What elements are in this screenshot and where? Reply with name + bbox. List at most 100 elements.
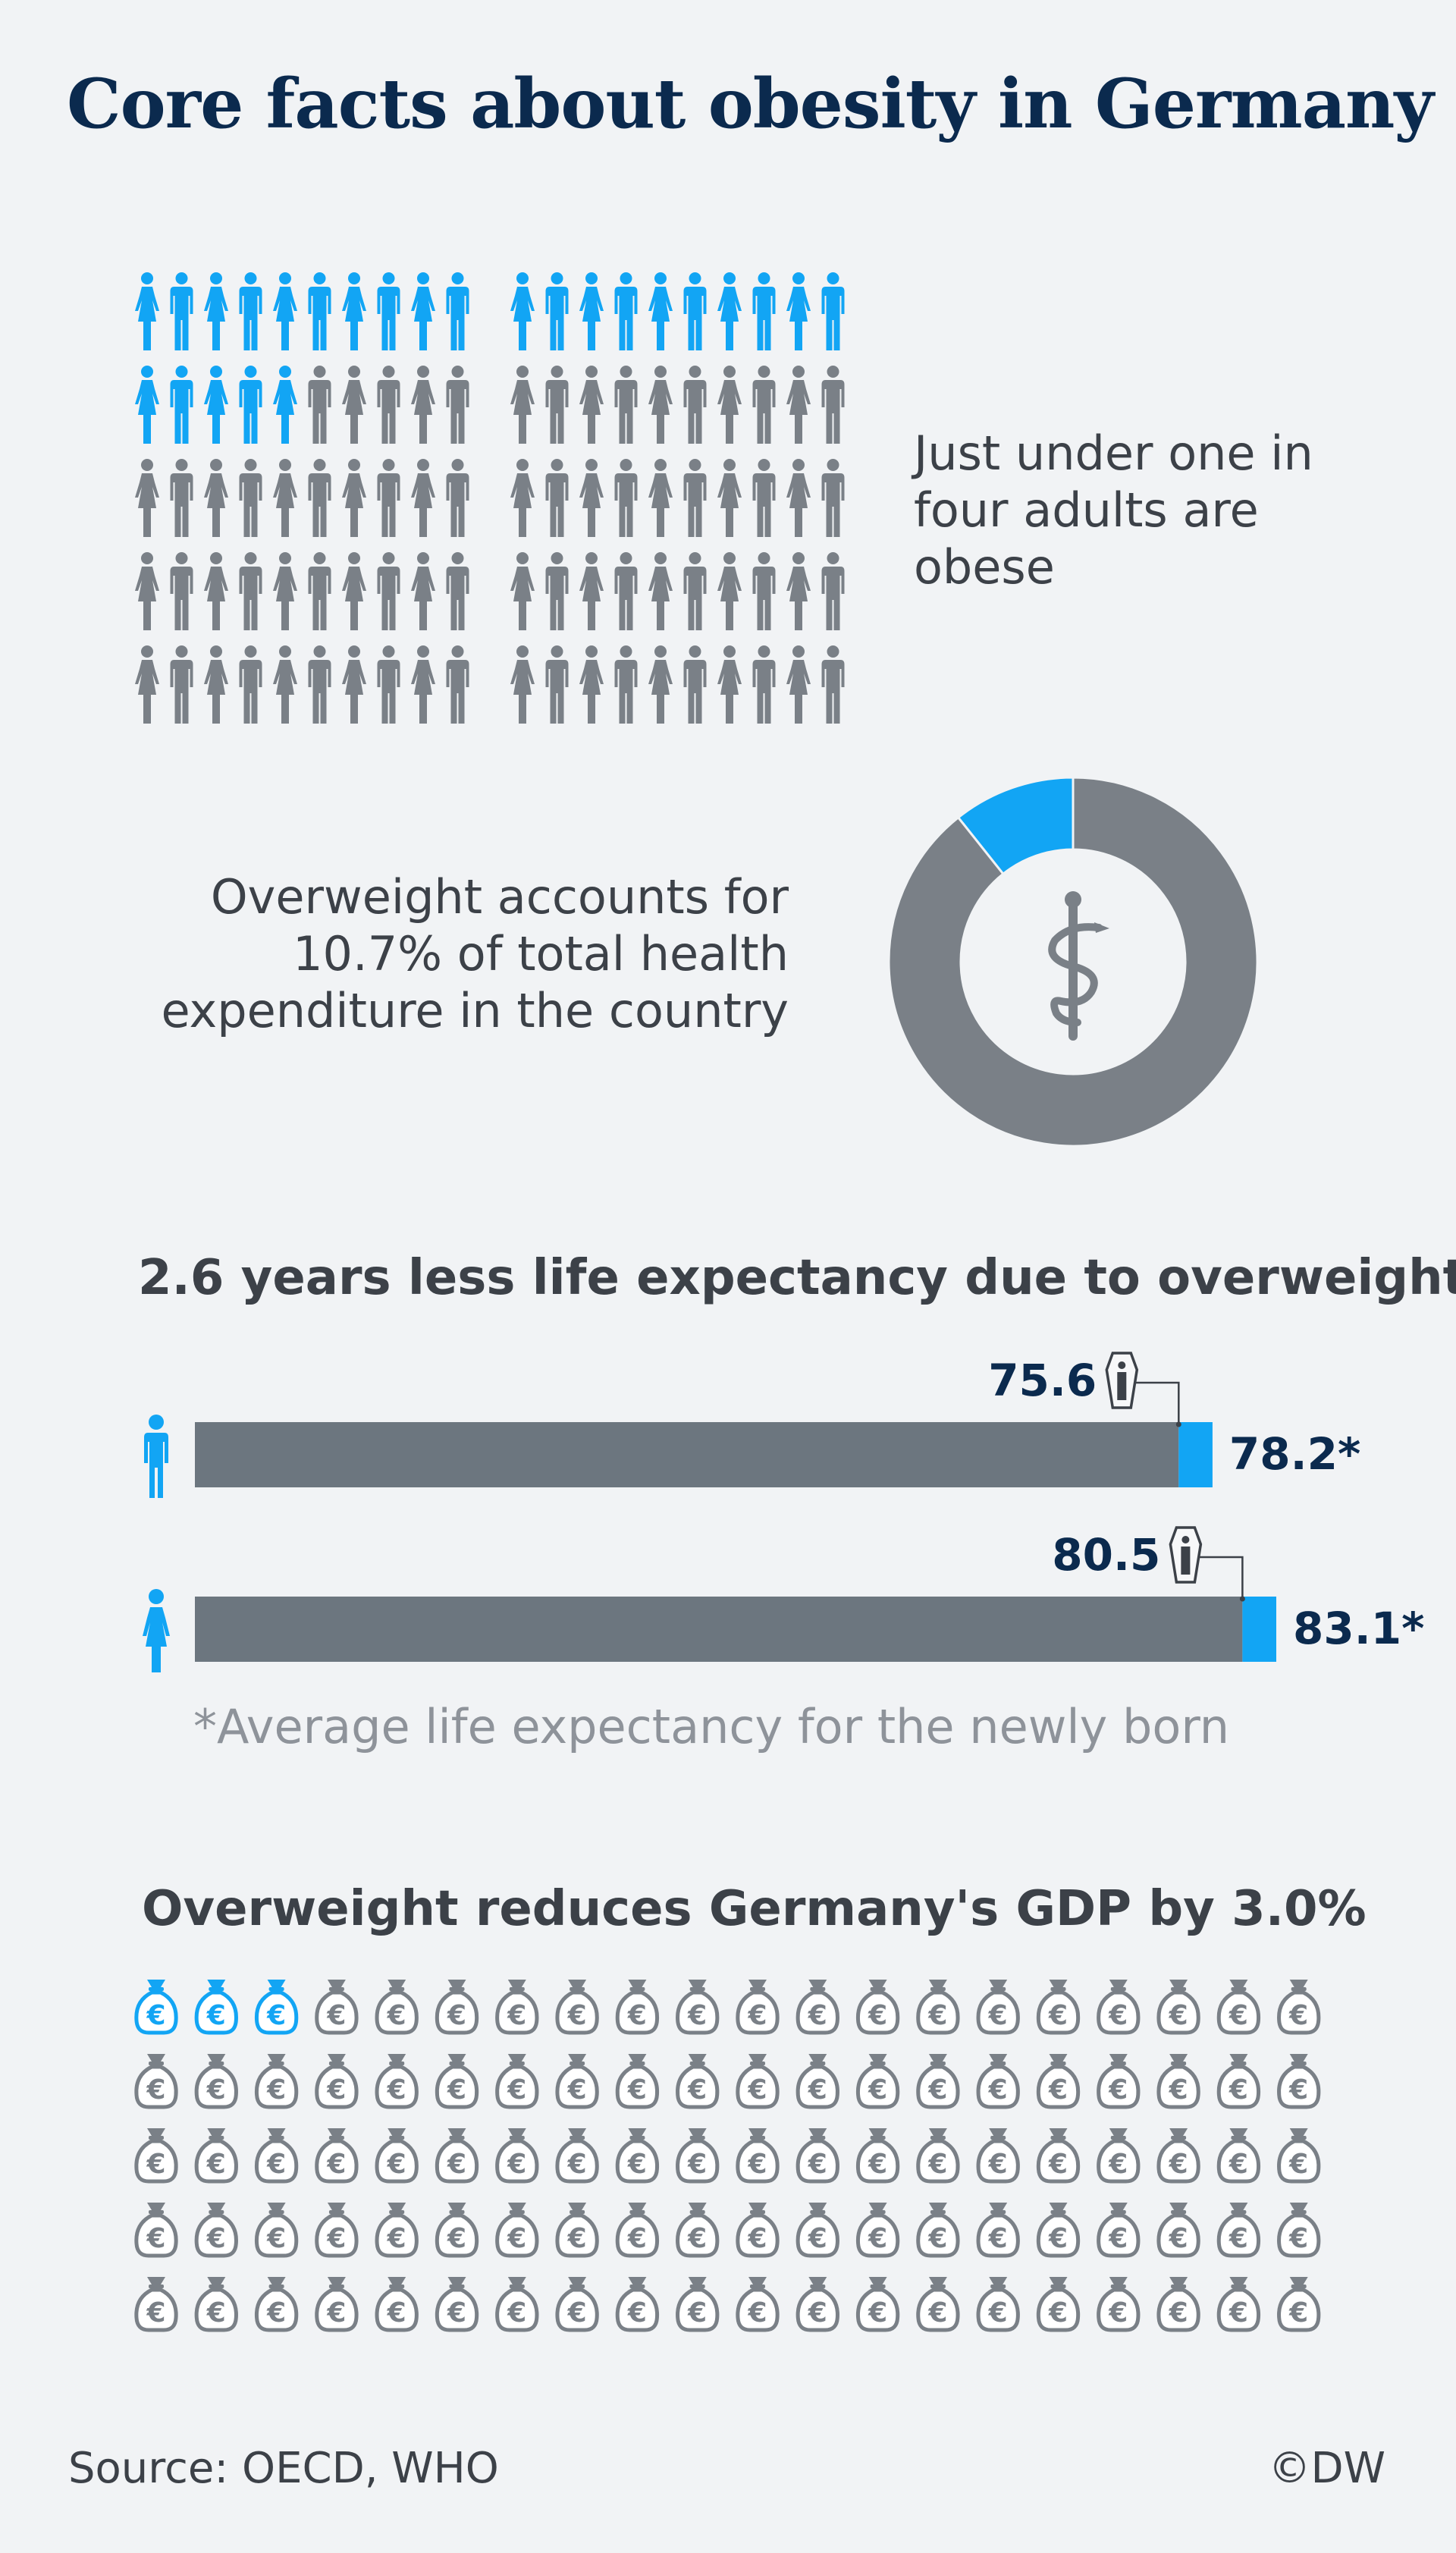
person-icon (648, 366, 673, 444)
euro-symbol: € (808, 2000, 827, 2031)
euro-symbol: € (146, 2297, 165, 2328)
person-icon (579, 459, 604, 537)
euro-symbol: € (1048, 2149, 1068, 2180)
money-bag-euro-icon: € (976, 2203, 1020, 2258)
person-icon (170, 552, 193, 630)
money-bag-euro-icon: € (1036, 2128, 1081, 2184)
person-icon (717, 552, 742, 630)
euro-symbol: € (1048, 2000, 1068, 2031)
money-bag-euro-icon: € (1097, 2128, 1141, 2184)
euro-symbol: € (206, 2223, 226, 2254)
euro-symbol: € (868, 2297, 887, 2328)
person-icon (752, 272, 776, 350)
person-icon (683, 366, 707, 444)
person-icon (545, 272, 569, 350)
money-bag-euro-icon: € (1216, 1980, 1261, 2035)
person-icon (239, 645, 262, 724)
credit: ©DW (1268, 2444, 1386, 2493)
euro-symbol: € (747, 2223, 767, 2254)
money-bag-euro-icon: € (435, 2128, 479, 2184)
euro-symbol: € (627, 2000, 647, 2031)
money-bag-euro-icon: € (916, 2054, 960, 2109)
euro-symbol: € (507, 2149, 526, 2180)
person-icon (377, 272, 400, 350)
person-icon (683, 459, 707, 537)
euro-symbol: € (1228, 2149, 1248, 2180)
euro-symbol: € (387, 2149, 406, 2180)
person-icon (170, 272, 193, 350)
money-bag-euro-icon: € (795, 2128, 839, 2184)
euro-symbol: € (1108, 2297, 1128, 2328)
euro-symbol: € (1108, 2074, 1128, 2106)
euro-symbol: € (146, 2000, 165, 2031)
euro-symbol: € (1108, 2000, 1128, 2031)
person-icon (135, 366, 159, 444)
money-bag-euro-icon: € (375, 2277, 419, 2332)
money-bag-euro-icon: € (134, 2203, 178, 2258)
money-bag-euro-icon: € (1156, 2054, 1200, 2109)
money-bag-euro-icon: € (1216, 2128, 1261, 2184)
money-bag-euro-icon: € (736, 2203, 780, 2258)
money-bag-euro-icon: € (1156, 2277, 1200, 2332)
person-icon (135, 645, 159, 724)
person-icon (239, 366, 262, 444)
euro-symbol: € (567, 2074, 587, 2106)
person-icon (411, 272, 435, 350)
person-icon (135, 459, 159, 537)
source-note: Source: OECD, WHO (68, 2444, 499, 2493)
euro-symbol: € (808, 2223, 827, 2254)
money-bag-euro-icon: € (1097, 2203, 1141, 2258)
euro-symbol: € (326, 2074, 346, 2106)
euro-symbol: € (1169, 2000, 1188, 2031)
euro-symbol: € (627, 2223, 647, 2254)
person-icon (308, 645, 331, 724)
money-bag-euro-icon: € (375, 1980, 419, 2035)
money-bag-euro-icon: € (1097, 2054, 1141, 2109)
person-icon (752, 645, 776, 724)
money-bag-euro-icon: € (555, 2277, 599, 2332)
person-icon (239, 552, 262, 630)
person-icon (273, 645, 297, 724)
person-icon (545, 459, 569, 537)
money-bag-euro-icon: € (855, 2128, 900, 2184)
euro-symbol: € (687, 2074, 707, 2106)
euro-symbol: € (1169, 2149, 1188, 2180)
person-icon (170, 645, 193, 724)
person-icon (204, 645, 228, 724)
euro-symbol: € (988, 2000, 1008, 2031)
money-bag-euro-icon: € (976, 2128, 1020, 2184)
euro-symbol: € (567, 2149, 587, 2180)
euro-symbol: € (326, 2149, 346, 2180)
money-bag-euro-icon: € (315, 2054, 359, 2109)
person-icon (614, 645, 638, 724)
obesity-pictograph (133, 272, 861, 730)
leader-dot-men (1175, 1421, 1181, 1427)
person-icon (135, 272, 159, 350)
euro-symbol: € (687, 2149, 707, 2180)
person-icon (821, 552, 845, 630)
money-bag-euro-icon: € (736, 2054, 780, 2109)
money-bag-euro-icon: € (435, 2054, 479, 2109)
person-icon (273, 366, 297, 444)
money-bag-euro-icon: € (795, 2277, 839, 2332)
money-bag-euro-icon: € (1277, 2277, 1321, 2332)
person-icon (411, 366, 435, 444)
money-bag-euro-icon: € (435, 2277, 479, 2332)
person-icon (821, 459, 845, 537)
euro-symbol: € (747, 2149, 767, 2180)
euro-symbol: € (1288, 2149, 1308, 2180)
euro-symbol: € (567, 2297, 587, 2328)
money-bag-euro-icon: € (194, 2277, 238, 2332)
person-icon (786, 552, 811, 630)
person-icon (342, 366, 366, 444)
money-bag-euro-icon: € (855, 2203, 900, 2258)
money-bag-euro-icon: € (1277, 2128, 1321, 2184)
money-bag-euro-icon: € (1097, 1980, 1141, 2035)
euro-symbol: € (266, 2000, 286, 2031)
money-bag-euro-icon: € (495, 2128, 539, 2184)
obesity-caption: Just under one in four adults are obese (914, 426, 1313, 595)
person-icon (510, 645, 535, 724)
money-bag-euro-icon: € (194, 2203, 238, 2258)
money-bag-euro-icon: € (916, 1980, 960, 2035)
